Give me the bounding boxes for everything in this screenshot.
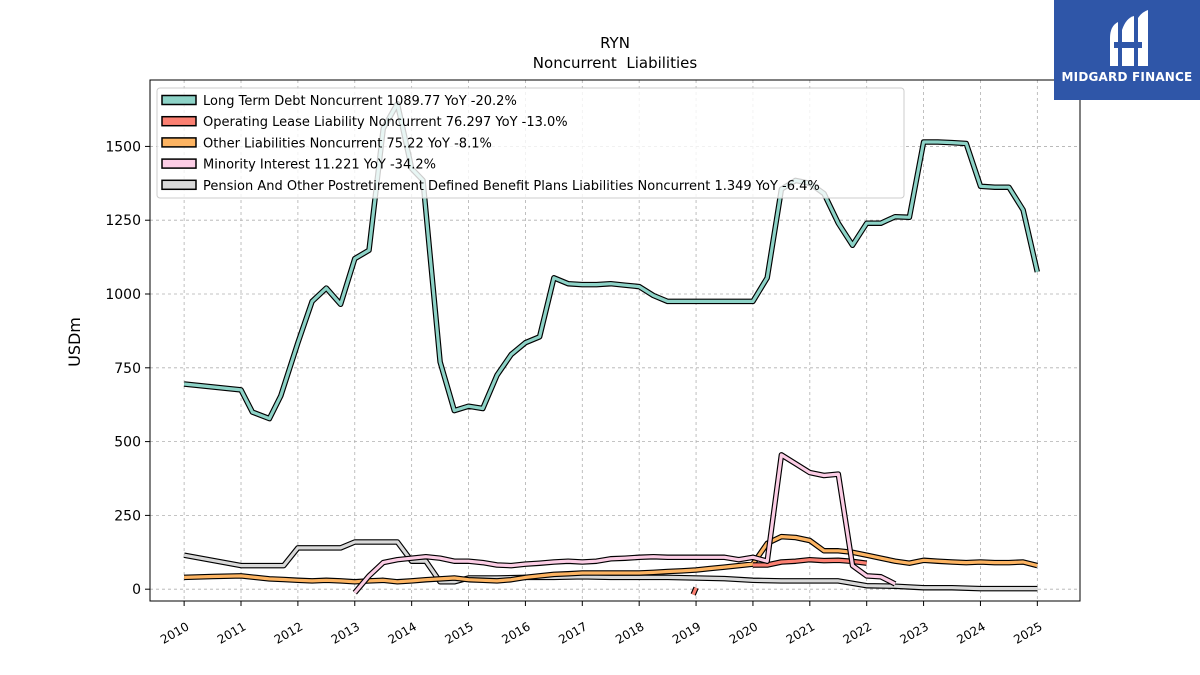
x-tick-label: 2019: [670, 619, 703, 646]
x-tick-label: 2022: [841, 619, 874, 646]
y-tick-label: 1250: [105, 213, 141, 229]
y-tick-label: 500: [114, 435, 141, 451]
x-tick-label: 2017: [556, 619, 589, 646]
legend-swatch: [161, 158, 197, 169]
x-tick-label: 2011: [215, 619, 248, 646]
x-tick-label: 2023: [897, 619, 930, 646]
series-line-long-term-debt-noncurrent: [183, 102, 1039, 421]
brand-logo: MIDGARD FINANCE: [1054, 0, 1200, 100]
x-tick-label: 2013: [329, 619, 362, 646]
legend-label: Long Term Debt Noncurrent 1089.77 YoY -2…: [203, 94, 517, 109]
x-tick-label: 2024: [954, 619, 987, 646]
x-tick-label: 2020: [727, 619, 760, 646]
x-tick-label: 2021: [784, 619, 817, 646]
series-line-other-liabilities-noncurrent: [184, 535, 1038, 584]
brand-name: MIDGARD FINANCE: [1061, 70, 1193, 84]
legend: Long Term Debt Noncurrent 1089.77 YoY -2…: [156, 87, 905, 199]
chart-subtitle: Noncurrent Liabilities: [533, 54, 698, 72]
y-tick-label: 250: [114, 508, 141, 524]
y-tick-label: 1500: [105, 139, 141, 155]
x-tick-label: 2010: [158, 619, 191, 646]
series-line-operating-lease-liability-noncurrent: [691, 587, 698, 596]
legend-swatch: [161, 179, 197, 191]
legend-label: Pension And Other Postretirement Defined…: [203, 179, 820, 194]
legend-swatch: [161, 115, 197, 127]
y-tick-label: 0: [132, 582, 141, 598]
series-line-pension-and-other-postretirement-defined-benefit-plans-liabilities-noncurrent: [183, 540, 1038, 591]
x-tick-label: 2016: [499, 619, 532, 646]
legend-swatch: [161, 94, 197, 106]
legend-label: Other Liabilities Noncurrent 75.22 YoY -…: [203, 136, 492, 151]
legend-label: Minority Interest 11.221 YoY -34.2%: [203, 158, 436, 173]
legend-label: Operating Lease Liability Noncurrent 76.…: [203, 115, 568, 130]
x-tick-label: 2025: [1011, 619, 1044, 646]
x-tick-label: 2015: [442, 619, 475, 646]
logo-mark-icon: [1110, 10, 1148, 66]
x-tick-label: 2012: [272, 619, 305, 646]
series-lines: [183, 100, 1040, 596]
y-axis-label: USDm: [65, 317, 84, 367]
series-line-operating-lease-liability-noncurrent-2: [752, 558, 867, 567]
series-line-minority-interest: [353, 453, 896, 594]
x-tick-label: 2018: [613, 619, 646, 646]
chart-title: RYN: [600, 34, 630, 52]
y-tick-label: 1000: [105, 287, 141, 303]
x-tick-label: 2014: [386, 619, 419, 646]
legend-swatch: [161, 137, 197, 148]
y-tick-label: 750: [114, 361, 141, 377]
legend-box: [156, 87, 905, 199]
plot-frame: [149, 79, 1081, 602]
